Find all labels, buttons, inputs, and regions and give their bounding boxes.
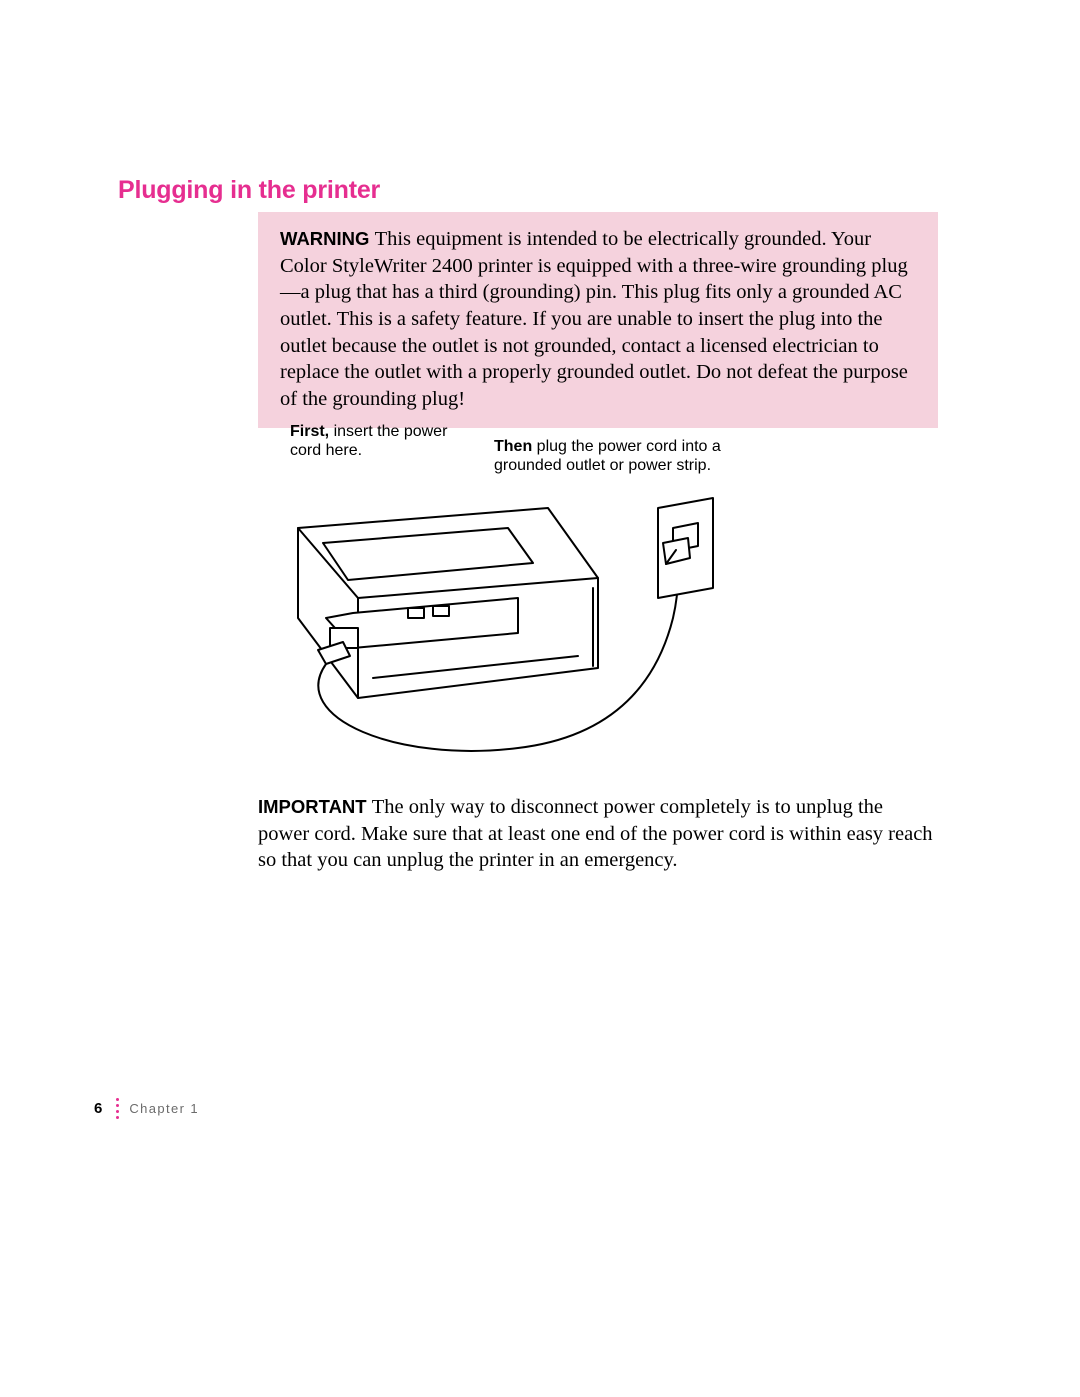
warning-box: WARNING This equipment is intended to be…	[258, 212, 938, 428]
important-label: IMPORTANT	[258, 796, 372, 817]
page-heading: Plugging in the printer	[118, 176, 380, 205]
page-footer: 6 Chapter 1	[94, 1088, 199, 1128]
warning-label: WARNING	[280, 228, 375, 249]
chapter-label: Chapter 1	[129, 1101, 199, 1116]
page-number: 6	[94, 1100, 102, 1117]
manual-page: Plugging in the printer WARNING This equ…	[0, 0, 1080, 1397]
callout-first: First, insert the power cord here.	[290, 423, 460, 461]
important-paragraph: IMPORTANT The only way to disconnect pow…	[258, 794, 938, 874]
callout-first-bold: First,	[290, 423, 329, 440]
callout-then-bold: Then	[494, 438, 532, 455]
footer-dots-icon	[116, 1098, 119, 1119]
warning-text: This equipment is intended to be electri…	[280, 228, 908, 410]
printer-illustration	[258, 468, 758, 768]
